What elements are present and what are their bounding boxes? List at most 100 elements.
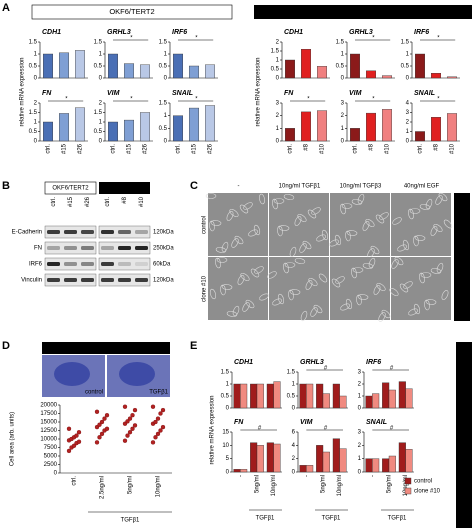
y-tick-label: 1	[34, 52, 38, 58]
y-tick-label: 0.5	[159, 64, 168, 70]
sig-mark: *	[130, 97, 133, 103]
point	[125, 433, 130, 438]
y-tick-label: 1	[341, 52, 345, 58]
bar	[382, 458, 390, 473]
bar	[316, 383, 324, 409]
chart-title: IRF6	[172, 29, 187, 36]
y-tick-label: 0	[226, 406, 230, 412]
chart-title: SNAIL	[366, 419, 387, 426]
bar	[431, 72, 442, 79]
y-tick-label: 1.5	[29, 40, 38, 46]
y-tick-label: 10000	[40, 437, 57, 443]
bar	[188, 65, 199, 79]
blot-band	[135, 262, 148, 266]
y-tick-label: 0	[54, 471, 58, 477]
point	[76, 439, 82, 444]
blot-band	[135, 278, 148, 282]
blot-band	[81, 246, 94, 250]
cell	[210, 220, 222, 226]
cell	[362, 221, 370, 231]
point	[132, 407, 138, 413]
y-axis-label: relative mRNA expression	[256, 57, 262, 126]
y-tick-label: 7500	[44, 445, 58, 451]
point	[76, 430, 82, 435]
blot-band	[101, 230, 114, 234]
point	[130, 426, 135, 431]
y-tick-label: 0.5	[159, 126, 168, 132]
blot-band	[81, 262, 94, 266]
micrograph	[208, 257, 268, 320]
side-label: N/TERT1	[459, 404, 468, 435]
x-tick-label: #26	[78, 143, 84, 154]
cell	[321, 229, 329, 241]
bar	[339, 448, 347, 473]
cell	[215, 247, 227, 253]
cell	[370, 245, 380, 255]
bar	[398, 381, 406, 409]
y-tick-label: 0	[34, 139, 38, 145]
cell	[243, 202, 253, 210]
cell	[209, 220, 215, 232]
chart-title: SNAIL	[172, 90, 193, 97]
cell	[346, 230, 358, 236]
cell	[221, 284, 233, 290]
y-tick-label: 1	[99, 120, 103, 126]
chart-title: FN	[234, 419, 244, 426]
side-label: N/TERT1	[457, 241, 466, 272]
lane-label: #10	[139, 196, 145, 207]
chart-title: IRF6	[366, 359, 381, 366]
row-label: control	[202, 216, 208, 234]
header-box	[99, 182, 150, 194]
point	[153, 435, 158, 440]
y-tick-label: 4	[406, 101, 410, 107]
y-tick-label: 0	[276, 139, 280, 145]
legend-swatch	[404, 487, 412, 495]
y-tick-label: 2	[34, 101, 38, 107]
y-tick-label: 0	[276, 76, 280, 82]
panel-letter: C	[190, 180, 198, 192]
chart-title: CDH1	[42, 29, 61, 36]
y-tick-label: 1	[406, 129, 410, 135]
y-tick-label: 2	[341, 113, 345, 119]
bar	[139, 64, 150, 79]
bar	[382, 109, 393, 142]
x-tick-label: #10	[450, 143, 456, 154]
chart-title: FN	[284, 90, 294, 97]
cell	[391, 259, 399, 269]
blot-row-label: Vinculin	[21, 278, 42, 284]
cell	[272, 298, 282, 306]
blot-band	[118, 278, 131, 282]
x-tick-label: ctrl.	[72, 476, 78, 486]
cell	[424, 299, 430, 311]
y-tick-label: 0.5	[336, 64, 345, 70]
cell	[379, 212, 389, 220]
bar	[405, 449, 413, 473]
blot-bg	[44, 257, 97, 271]
sig-mark: *	[437, 97, 440, 103]
header-box	[42, 342, 170, 354]
cell	[397, 244, 407, 252]
y-tick-label: 0	[34, 76, 38, 82]
cell	[357, 294, 369, 300]
cell	[345, 298, 353, 310]
blot-band	[81, 230, 94, 234]
panel-letter: E	[190, 340, 197, 352]
y-tick-label: 15000	[40, 420, 57, 426]
cell	[394, 256, 404, 266]
point	[155, 431, 161, 437]
blot-band	[118, 262, 131, 266]
bar	[172, 53, 183, 79]
y-tick-label: 15	[222, 430, 229, 436]
blot-bg	[44, 241, 97, 255]
bar	[365, 395, 373, 409]
cell	[215, 257, 221, 269]
blot-band	[101, 278, 114, 282]
group-header: OKF6/TERT2	[109, 7, 154, 16]
point	[160, 407, 166, 413]
bar	[366, 70, 377, 79]
y-tick-label: 3	[276, 101, 280, 107]
y-tick-label: 1.5	[221, 370, 230, 376]
point	[71, 443, 77, 448]
lane-label: #15	[68, 196, 74, 207]
y-tick-label: 0	[292, 470, 296, 476]
